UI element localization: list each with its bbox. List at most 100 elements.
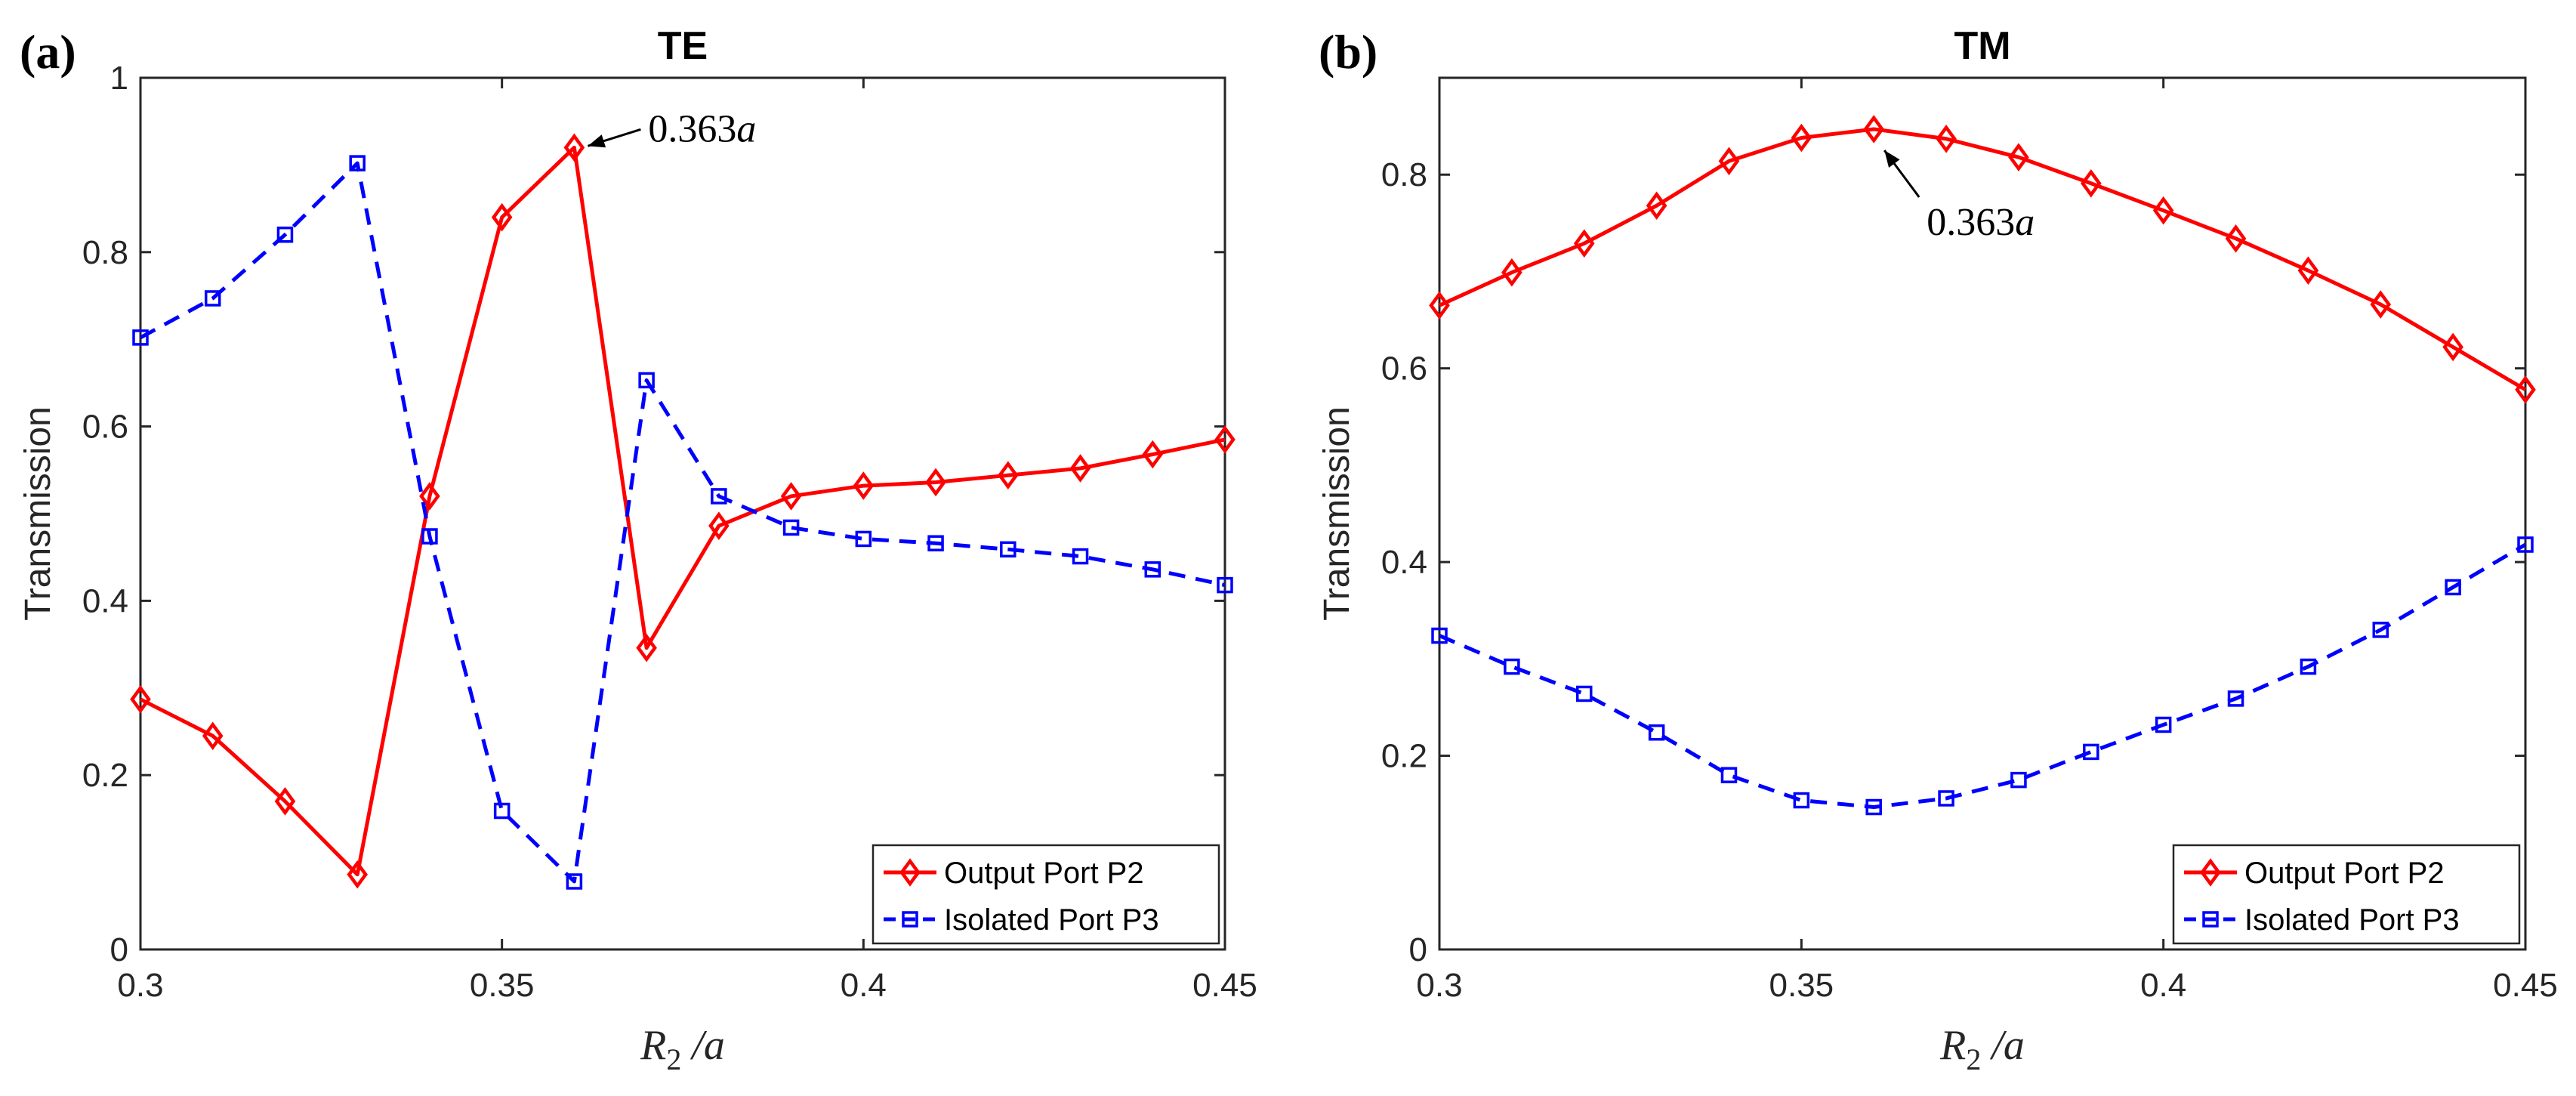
series-output-port-p2 — [1429, 115, 2536, 404]
data-point — [1938, 790, 1954, 807]
plot-frame — [1438, 76, 2527, 951]
data-point — [780, 482, 802, 511]
data-point — [2445, 579, 2461, 596]
chart-title: TM — [1954, 24, 2010, 68]
data-point — [711, 488, 727, 505]
data-point — [2515, 375, 2536, 404]
data-point — [925, 468, 946, 497]
x-axis-label-rest: /a — [681, 1022, 725, 1069]
x-axis-label-sub: 2 — [1966, 1042, 1981, 1076]
legend-marker — [2202, 911, 2219, 928]
data-point — [1720, 767, 1738, 783]
y-tick-label: 0.6 — [1381, 350, 1427, 387]
data-point — [1504, 658, 1520, 675]
panel-label: (b) — [1319, 25, 1377, 79]
chart-title: TE — [658, 24, 708, 68]
data-point — [1214, 425, 1236, 454]
x-axis-label: R2 /a — [640, 1022, 725, 1076]
data-point — [1501, 258, 1522, 287]
data-point — [566, 873, 583, 890]
panel-b: 0.3 0.35 0.4 0.45 0 0.2 0.4 0.6 0.8 TM (b) Transmis… — [1317, 24, 2558, 1076]
data-point — [2372, 622, 2389, 638]
annotation-variable: a — [736, 107, 756, 150]
data-point — [2083, 743, 2099, 761]
x-tick-label: 0.35 — [470, 967, 535, 1004]
data-point — [419, 482, 440, 511]
annotation-text: 0.363a — [1927, 201, 2035, 244]
legend-item: Isolated Port P3 — [2184, 903, 2460, 937]
series-line — [1438, 127, 2527, 392]
data-point — [2081, 168, 2102, 198]
data-point — [202, 721, 224, 751]
series-isolated-port-p3 — [1431, 536, 2534, 816]
annotation-arrow-head — [1884, 150, 1900, 168]
data-point — [2155, 716, 2172, 733]
x-axis-label-sub: 2 — [666, 1042, 681, 1076]
y-tick-label: 1 — [110, 60, 128, 97]
data-point — [421, 528, 438, 545]
data-point — [563, 133, 585, 162]
data-point — [855, 530, 872, 548]
legend-box — [2172, 844, 2521, 945]
data-point — [276, 226, 294, 243]
annotation-number: 0.363 — [1927, 201, 2015, 244]
data-point — [1791, 123, 1812, 153]
data-point — [1648, 724, 1665, 741]
legend-item: Output Port P2 — [884, 857, 1144, 890]
data-point — [1575, 685, 1593, 702]
data-point — [1863, 115, 1884, 144]
annotation: 0.363a — [587, 107, 756, 150]
y-tick-label: 0.8 — [1381, 156, 1427, 193]
legend-marker — [899, 858, 921, 887]
annotation-number: 0.363 — [648, 107, 736, 150]
x-tick-label: 0.35 — [1769, 967, 1834, 1004]
x-tick-label: 0.45 — [2493, 967, 2558, 1004]
data-point — [2370, 290, 2392, 319]
annotation-variable: a — [2015, 201, 2035, 244]
legend-item: Isolated Port P3 — [884, 903, 1159, 937]
data-point — [708, 511, 730, 540]
series-output-port-p2 — [130, 133, 1236, 889]
series-line — [139, 161, 1226, 884]
data-point — [1793, 792, 1810, 809]
data-point — [2300, 658, 2317, 675]
series-line — [139, 145, 1226, 877]
data-point — [130, 684, 151, 714]
data-point — [1573, 229, 1595, 258]
legend-box — [872, 844, 1220, 945]
data-point — [1217, 576, 1233, 594]
data-point — [493, 802, 511, 820]
x-tick-label: 0.4 — [2140, 967, 2186, 1004]
data-point — [853, 471, 875, 500]
data-point — [1144, 561, 1162, 578]
data-point — [347, 860, 368, 889]
data-point — [2008, 143, 2029, 171]
data-point — [1865, 798, 1882, 816]
x-axis-label: R2 /a — [1939, 1022, 2025, 1076]
y-tick-label: 0 — [1409, 931, 1427, 968]
legend-label: Isolated Port P3 — [2244, 903, 2460, 937]
x-axis-label-rest: /a — [1981, 1022, 2025, 1069]
y-axis-label: Transmission — [1317, 406, 1357, 621]
data-point — [1718, 147, 1740, 176]
legend-item: Output Port P2 — [2184, 857, 2445, 890]
annotation: 0.363a — [1883, 150, 2035, 244]
x-axis-label-main: R — [1939, 1022, 1966, 1069]
panel-label: (a) — [20, 25, 76, 79]
data-point — [2297, 256, 2319, 285]
panel-a: 0.3 0.35 0.4 0.45 0 0.2 0.4 0.6 0.8 1 TE (a) Transmi… — [18, 24, 1257, 1076]
data-point — [2517, 536, 2534, 553]
x-tick-label: 0.3 — [117, 967, 163, 1004]
series-line — [1439, 542, 2527, 810]
data-point — [638, 372, 655, 389]
data-point — [1646, 191, 1667, 221]
legend: Output Port P2 Isolated Port P3 — [872, 844, 1220, 945]
data-point — [2227, 690, 2244, 707]
data-point — [1069, 454, 1091, 483]
data-point — [998, 461, 1019, 490]
legend-label: Isolated Port P3 — [944, 903, 1159, 937]
data-point — [349, 155, 366, 171]
data-point — [2225, 224, 2247, 253]
series-isolated-port-p3 — [132, 155, 1233, 890]
